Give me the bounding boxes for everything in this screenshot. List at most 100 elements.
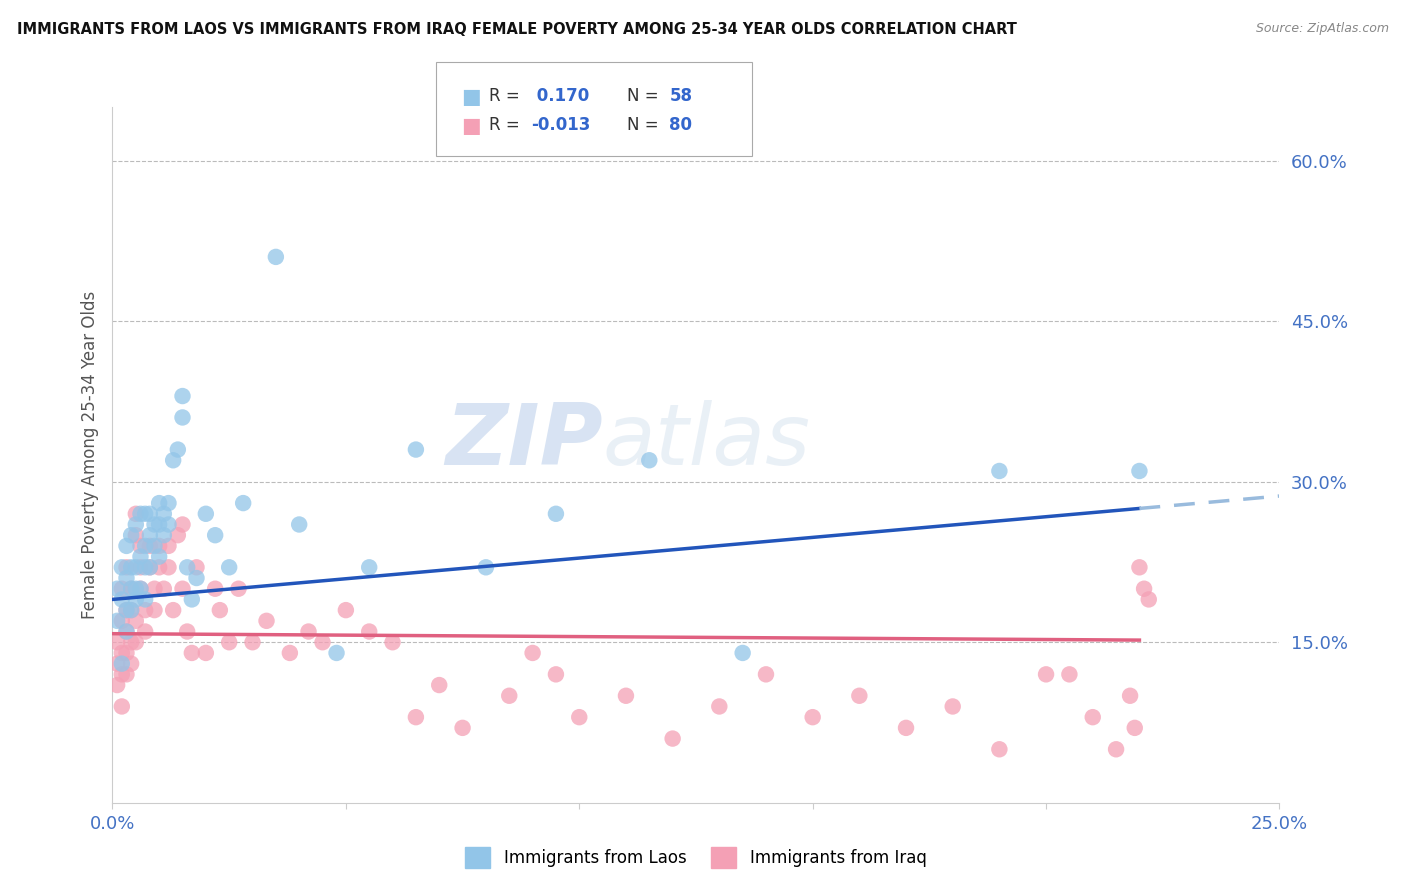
Point <box>157 560 180 574</box>
Point <box>228 582 250 596</box>
Point <box>105 678 128 692</box>
Point <box>111 657 134 671</box>
Point <box>134 539 156 553</box>
Point <box>111 560 134 574</box>
Point <box>125 560 148 574</box>
Point <box>172 389 194 403</box>
Point <box>120 635 142 649</box>
Point <box>1105 742 1128 756</box>
Legend: Immigrants from Laos, Immigrants from Iraq: Immigrants from Laos, Immigrants from Ir… <box>458 841 934 874</box>
Point <box>256 614 278 628</box>
Point <box>1035 667 1057 681</box>
Point <box>614 689 637 703</box>
Point <box>115 646 138 660</box>
Point <box>111 699 134 714</box>
Point <box>153 507 176 521</box>
Point <box>325 646 347 660</box>
Point <box>709 699 731 714</box>
Point <box>105 657 128 671</box>
Point <box>194 646 217 660</box>
Point <box>427 678 450 692</box>
Point <box>139 539 162 553</box>
Point <box>166 528 188 542</box>
Point <box>166 442 188 457</box>
Point <box>180 592 202 607</box>
Point <box>218 635 240 649</box>
Point <box>129 507 152 521</box>
Point <box>475 560 498 574</box>
Point <box>381 635 404 649</box>
Text: R =: R = <box>489 116 526 134</box>
Point <box>148 560 170 574</box>
Point <box>115 624 138 639</box>
Point <box>894 721 917 735</box>
Point <box>157 539 180 553</box>
Point <box>180 646 202 660</box>
Point <box>232 496 254 510</box>
Point <box>129 549 152 564</box>
Point <box>568 710 591 724</box>
Point <box>162 603 184 617</box>
Point <box>162 453 184 467</box>
Point <box>172 517 194 532</box>
Point <box>134 592 156 607</box>
Point <box>111 614 134 628</box>
Point <box>120 582 142 596</box>
Point <box>1128 464 1150 478</box>
Text: 58: 58 <box>669 87 692 104</box>
Text: ■: ■ <box>461 116 481 136</box>
Point <box>134 603 156 617</box>
Text: -0.013: -0.013 <box>531 116 591 134</box>
Point <box>111 667 134 681</box>
Point <box>522 646 544 660</box>
Point <box>194 507 217 521</box>
Point <box>125 528 148 542</box>
Point <box>157 496 180 510</box>
Point <box>115 624 138 639</box>
Point <box>115 560 138 574</box>
Text: 80: 80 <box>669 116 692 134</box>
Point <box>125 635 148 649</box>
Point <box>120 528 142 542</box>
Point <box>264 250 287 264</box>
Point <box>148 496 170 510</box>
Point <box>153 582 176 596</box>
Point <box>129 560 152 574</box>
Point <box>208 603 231 617</box>
Point <box>134 507 156 521</box>
Text: Source: ZipAtlas.com: Source: ZipAtlas.com <box>1256 22 1389 36</box>
Point <box>143 539 166 553</box>
Point <box>638 453 661 467</box>
Text: R =: R = <box>489 87 526 104</box>
Point <box>176 624 198 639</box>
Text: 0.170: 0.170 <box>531 87 589 104</box>
Point <box>288 517 311 532</box>
Point <box>139 528 162 542</box>
Point <box>148 539 170 553</box>
Point <box>115 667 138 681</box>
Point <box>186 560 208 574</box>
Point <box>186 571 208 585</box>
Point <box>1123 721 1146 735</box>
Point <box>1119 689 1142 703</box>
Point <box>335 603 357 617</box>
Point <box>451 721 474 735</box>
Text: atlas: atlas <box>603 400 811 483</box>
Point <box>148 549 170 564</box>
Text: IMMIGRANTS FROM LAOS VS IMMIGRANTS FROM IRAQ FEMALE POVERTY AMONG 25-34 YEAR OLD: IMMIGRANTS FROM LAOS VS IMMIGRANTS FROM … <box>17 22 1017 37</box>
Point <box>125 517 148 532</box>
Point <box>204 528 226 542</box>
Point <box>988 742 1011 756</box>
Point <box>129 582 152 596</box>
Point <box>139 507 162 521</box>
Point <box>129 539 152 553</box>
Text: N =: N = <box>627 116 664 134</box>
Point <box>115 571 138 585</box>
Point <box>105 635 128 649</box>
Point <box>125 507 148 521</box>
Point <box>143 517 166 532</box>
Point <box>105 582 128 596</box>
Point <box>242 635 264 649</box>
Point <box>125 592 148 607</box>
Text: N =: N = <box>627 87 664 104</box>
